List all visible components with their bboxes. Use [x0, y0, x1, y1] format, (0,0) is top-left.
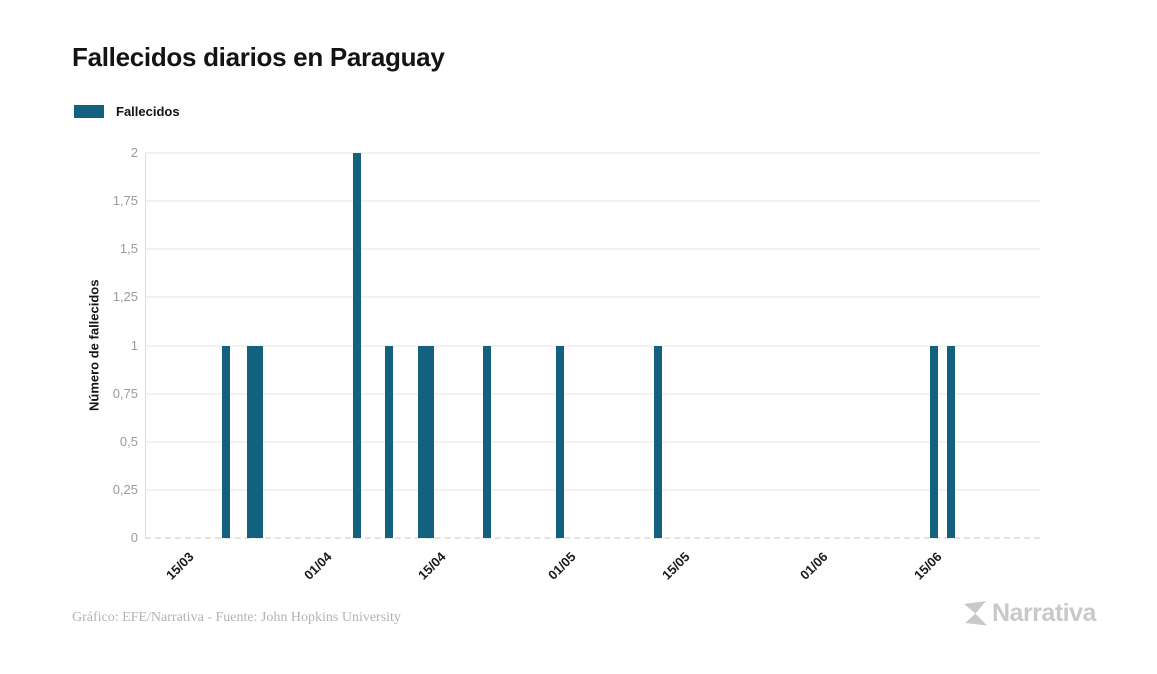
gridline: [145, 200, 1040, 203]
gridline: [145, 152, 1040, 154]
legend-swatch: [74, 105, 104, 118]
bar: [555, 345, 564, 538]
y-tick-label: 2: [130, 145, 138, 160]
bar: [946, 345, 955, 538]
y-tick-label: 0,5: [119, 433, 138, 449]
gridline: [145, 296, 1040, 299]
bar: [417, 345, 426, 538]
x-tick-label: 15/06: [911, 549, 945, 583]
y-tick-label: 1,5: [119, 241, 138, 257]
y-tick-label: 0: [130, 530, 138, 545]
gridline: [145, 248, 1040, 251]
y-axis-line: [145, 153, 146, 539]
gridline: [145, 440, 1040, 443]
source-credit: Gráfico: EFE/Narrativa - Fuente: John Ho…: [72, 610, 401, 625]
legend-label: Fallecidos: [116, 104, 180, 119]
bar: [385, 345, 394, 538]
x-tick-label: 01/06: [797, 549, 831, 583]
zero-gridline: [145, 537, 1040, 539]
bar: [352, 153, 361, 538]
narrativa-logo-icon: [964, 601, 987, 626]
legend: Fallecidos: [74, 104, 180, 119]
bar: [246, 345, 255, 538]
bar: [222, 345, 231, 538]
bar: [482, 345, 491, 538]
y-tick-label: 0,25: [112, 481, 138, 497]
bar: [254, 345, 263, 538]
x-tick-label: 15/03: [162, 549, 197, 583]
y-tick-label: 1: [130, 337, 138, 353]
x-tick-label: 01/05: [545, 549, 579, 583]
gridline: [145, 488, 1040, 491]
x-tick-label: 01/04: [300, 549, 335, 583]
x-tick-label: 15/04: [414, 549, 449, 583]
narrativa-logo-text: Narrativa: [992, 599, 1096, 627]
x-tick-label: 15/05: [658, 549, 693, 583]
bar: [425, 345, 434, 538]
y-tick-label: 1,75: [112, 193, 138, 209]
bar: [653, 345, 662, 538]
narrativa-logo: Narrativa: [962, 599, 1096, 628]
gridline: [145, 392, 1040, 395]
bar: [930, 345, 939, 538]
page-title: Fallecidos diarios en Paraguay: [72, 42, 445, 72]
y-tick-label: 0,75: [112, 385, 138, 401]
gridline: [145, 344, 1040, 347]
y-tick-label: 1,25: [112, 289, 138, 305]
